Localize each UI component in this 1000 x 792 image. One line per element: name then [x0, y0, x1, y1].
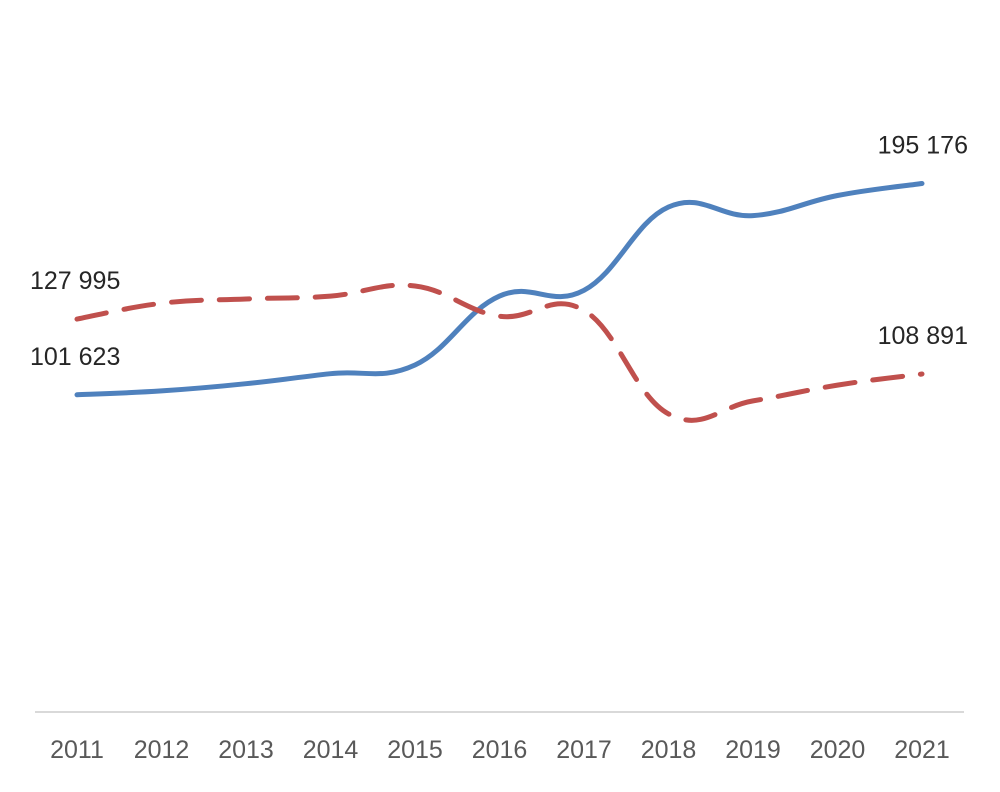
- data-labels: 101 623 195 176 127 995 108 891: [30, 132, 968, 371]
- data-label-series-2-10: 108 891: [878, 322, 968, 350]
- x-tick-label-2013: 2013: [218, 736, 274, 764]
- series-line-2: [74, 282, 925, 423]
- series-layer: [74, 181, 925, 423]
- x-tick-label-2011: 2011: [50, 736, 104, 764]
- data-label-series-1-0: 101 623: [30, 343, 120, 371]
- x-tick-label-2021: 2021: [894, 736, 950, 764]
- data-label-series-2-0: 127 995: [30, 267, 120, 295]
- x-axis-tick-labels: 2011 2012 2013 2014 2015 2016 2017 2018 2019 2020…: [50, 736, 950, 764]
- data-label-series-1-10: 195 176: [878, 132, 968, 160]
- x-tick-label-2019: 2019: [725, 736, 781, 764]
- series-line-1: [74, 181, 925, 398]
- x-tick-label-2015: 2015: [387, 736, 443, 764]
- x-tick-label-2017: 2017: [556, 736, 612, 764]
- x-tick-label-2012: 2012: [134, 736, 190, 764]
- x-tick-label-2020: 2020: [810, 736, 866, 764]
- x-tick-label-2016: 2016: [472, 736, 528, 764]
- x-tick-label-2014: 2014: [303, 736, 359, 764]
- x-tick-label-2018: 2018: [641, 736, 697, 764]
